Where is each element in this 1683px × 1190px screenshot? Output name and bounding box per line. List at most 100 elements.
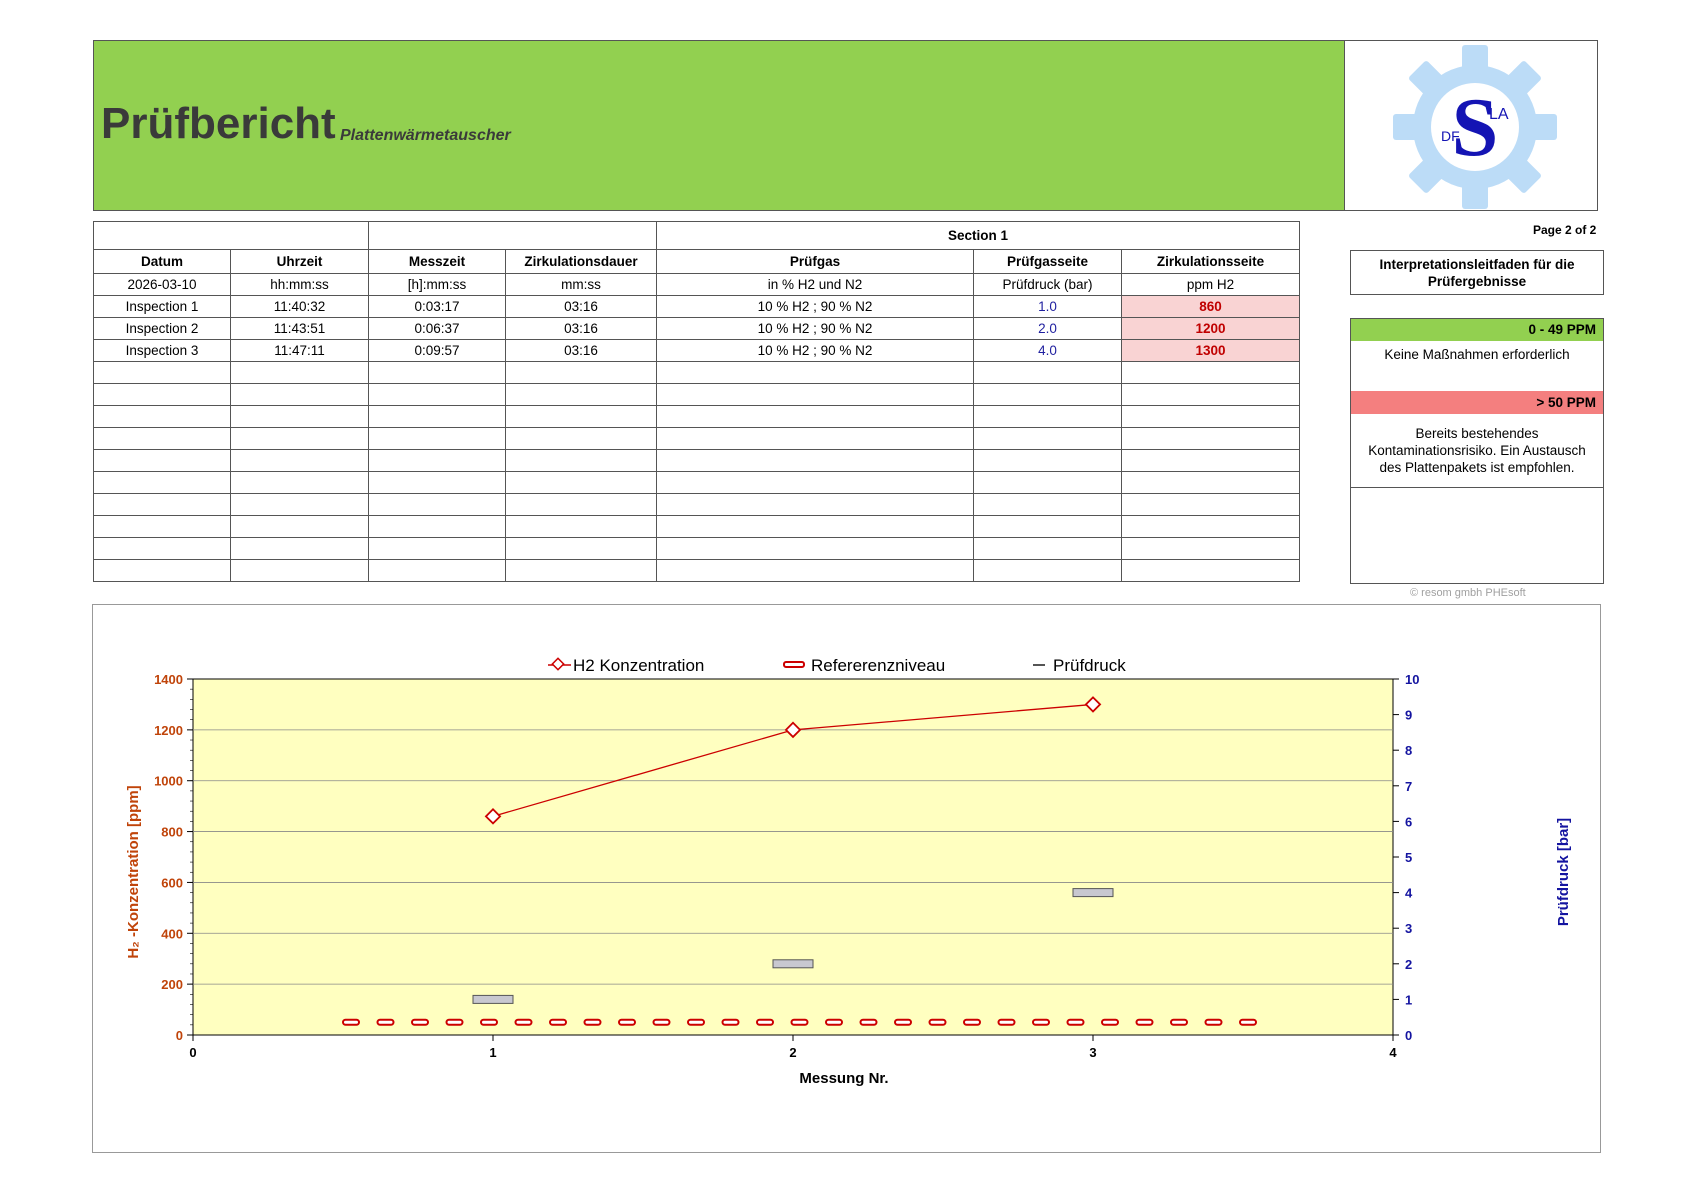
- empty-cell: [973, 537, 1122, 560]
- empty-cell: [1121, 515, 1300, 538]
- high-range-label: > 50 PPM: [1351, 391, 1603, 414]
- empty-cell: [230, 383, 369, 406]
- reference-dash: [825, 1018, 843, 1026]
- x-tick-label: 3: [1089, 1045, 1096, 1060]
- cell-measure-time: 0:03:17: [368, 295, 506, 318]
- unit-cell: Prüfdruck (bar): [973, 273, 1122, 296]
- reference-dash: [963, 1018, 981, 1026]
- y-left-tick-label: 600: [161, 875, 183, 890]
- pressure-marker: [1072, 888, 1114, 898]
- col-header: Uhrzeit: [230, 249, 369, 274]
- reference-dash: [790, 1018, 809, 1026]
- empty-row: [93, 559, 1300, 582]
- high-range-text: Bereits bestehendes Kontaminationsrisiko…: [1368, 426, 1586, 475]
- empty-cell: [230, 537, 369, 560]
- page-number: Page 2 of 2: [1533, 223, 1597, 237]
- reference-dash: [411, 1018, 429, 1026]
- empty-cell: [93, 559, 231, 582]
- empty-row: [93, 383, 1300, 406]
- y-right-tick-label: 1: [1405, 992, 1412, 1007]
- empty-cell: [656, 471, 974, 494]
- empty-cell: [93, 515, 231, 538]
- empty-cell: [505, 449, 657, 472]
- y-right-tick-label: 5: [1405, 850, 1412, 865]
- reference-dash: [1204, 1018, 1223, 1026]
- empty-cell: [973, 405, 1122, 428]
- gear-logo-icon: S LA DF: [1393, 45, 1557, 209]
- reference-dash: [342, 1018, 360, 1026]
- reference-dash: [445, 1018, 464, 1026]
- empty-cell: [368, 493, 506, 516]
- h2-point: [1084, 696, 1102, 713]
- y-right-tick-label: 0: [1405, 1028, 1412, 1043]
- empty-cell: [93, 493, 231, 516]
- empty-cell: [656, 405, 974, 428]
- empty-row: [93, 449, 1300, 472]
- col-header: Prüfgas: [656, 249, 974, 274]
- h2-point: [484, 807, 502, 825]
- y-right-axis-label: Prüfdruck [bar]: [1555, 818, 1572, 926]
- logo-box: S LA DF: [1344, 41, 1597, 210]
- reference-dash: [514, 1018, 533, 1026]
- empty-cell: [973, 427, 1122, 450]
- empty-cell: [368, 427, 506, 450]
- y-left-tick-label: 200: [161, 977, 183, 992]
- empty-cell: [1121, 405, 1300, 428]
- section-label: Section 1: [656, 221, 1300, 250]
- cell-gas: 10 % H2 ; 90 % N2: [656, 295, 974, 318]
- legend-h2: H2 Konzentration: [548, 656, 704, 675]
- empty-cell: [505, 383, 657, 406]
- empty-cell: [1121, 383, 1300, 406]
- reference-dash: [1066, 1018, 1085, 1026]
- reference-dash: [756, 1018, 774, 1026]
- col-header: Prüfgasseite: [973, 249, 1122, 274]
- cell-ppm: 860: [1121, 295, 1300, 318]
- empty-cell: [93, 383, 231, 406]
- h2-point: [784, 721, 802, 739]
- empty-row: [93, 471, 1300, 494]
- cell-ppm: 1300: [1121, 339, 1300, 362]
- reference-dash: [894, 1018, 912, 1026]
- cell-date: Inspection 1: [93, 295, 231, 318]
- table-row: Inspection 3 11:47:11 0:09:57 03:16 10 %…: [93, 339, 1300, 362]
- empty-cell: [973, 471, 1122, 494]
- empty-cell: [93, 405, 231, 428]
- x-axis-label: Messung Nr.: [799, 1070, 888, 1087]
- col-header: Datum: [93, 249, 231, 274]
- empty-cell: [368, 559, 506, 582]
- cell-pressure: 1.0: [973, 295, 1122, 318]
- y-right-tick-label: 2: [1405, 957, 1412, 972]
- empty-cell: [973, 515, 1122, 538]
- empty-cell: [93, 427, 231, 450]
- y-left-tick-label: 1000: [154, 774, 183, 789]
- empty-cell: [505, 471, 657, 494]
- x-tick-label: 2: [789, 1045, 796, 1060]
- y-right-tick-label: 4: [1405, 886, 1413, 901]
- empty-cell: [368, 361, 506, 384]
- reference-dash: [721, 1018, 740, 1026]
- y-left-tick-label: 800: [161, 825, 183, 840]
- y-left-axis-label: H₂ -Konzentration [ppm]: [125, 785, 142, 958]
- empty-cell: [230, 515, 369, 538]
- empty-cell: [505, 537, 657, 560]
- col-header: Zirkulationsdauer: [505, 249, 657, 274]
- empty-cell: [505, 559, 657, 582]
- cell-circulation: 03:16: [505, 317, 657, 340]
- legend-label: H2 Konzentration: [573, 656, 704, 675]
- empty-cell: [93, 471, 231, 494]
- svg-text:LA: LA: [1489, 106, 1509, 123]
- report-header: Prüfbericht Plattenwärmetauscher: [93, 40, 1598, 211]
- y-right-tick-label: 7: [1405, 779, 1412, 794]
- x-tick-label: 0: [189, 1045, 196, 1060]
- empty-row: [93, 361, 1300, 384]
- reference-dash: [928, 1018, 947, 1026]
- empty-cell: [973, 493, 1122, 516]
- y-left-tick-label: 1400: [154, 672, 183, 687]
- empty-cell: [656, 537, 974, 560]
- y-right-tick-label: 10: [1405, 672, 1419, 687]
- empty-cell: [505, 405, 657, 428]
- col-header: Zirkulationsseite: [1121, 249, 1300, 274]
- empty-cell: [656, 361, 974, 384]
- y-left-tick-label: 400: [161, 926, 183, 941]
- empty-cell: [368, 383, 506, 406]
